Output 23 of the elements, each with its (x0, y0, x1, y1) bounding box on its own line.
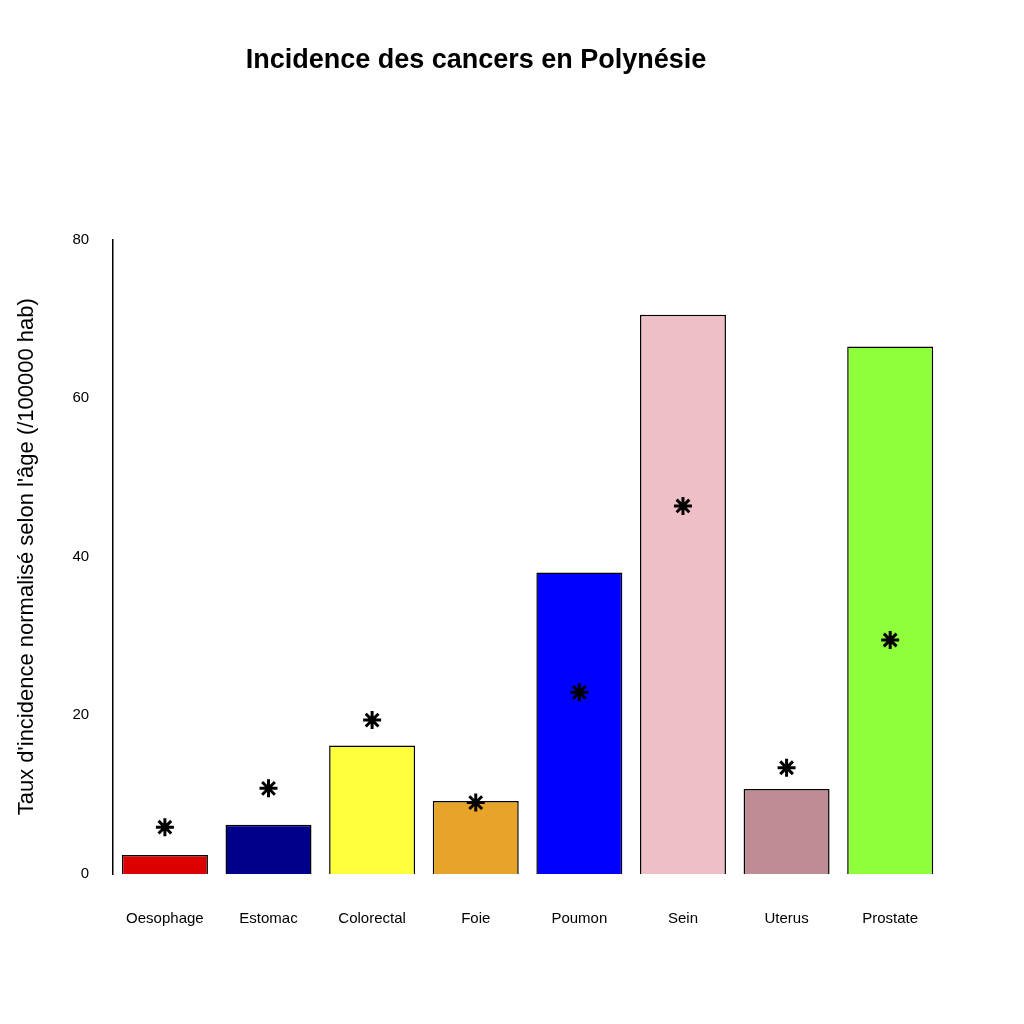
y-tick-label: 80 (72, 229, 90, 247)
point (361, 709, 383, 731)
x-tick-label: Sein (667, 909, 698, 927)
point (568, 681, 590, 703)
point (672, 495, 694, 517)
x-tick-label: Poumon (551, 909, 608, 927)
point (154, 816, 176, 838)
x-tick-label: Colorectal (338, 909, 406, 927)
point (879, 629, 901, 651)
x-tick-label: Estomac (239, 909, 299, 927)
x-tick-label: Prostate (862, 909, 919, 927)
y-axis-title: Taux d'incidence normalisé selon l'âge (/100000 hab) (13, 298, 39, 816)
x-tick-label: Oesophage (126, 909, 204, 927)
y-tick-label: 60 (72, 388, 90, 406)
y-tick-label: 0 (80, 864, 90, 882)
point (776, 757, 798, 779)
chart-title: Incidence des cancers en Polynésie (245, 43, 707, 74)
point (465, 792, 487, 814)
x-tick-label: Uterus (764, 909, 809, 927)
y-tick-label: 40 (72, 546, 90, 564)
y-tick-label: 20 (72, 705, 90, 723)
x-tick-label: Foie (461, 909, 491, 927)
point (258, 777, 280, 799)
